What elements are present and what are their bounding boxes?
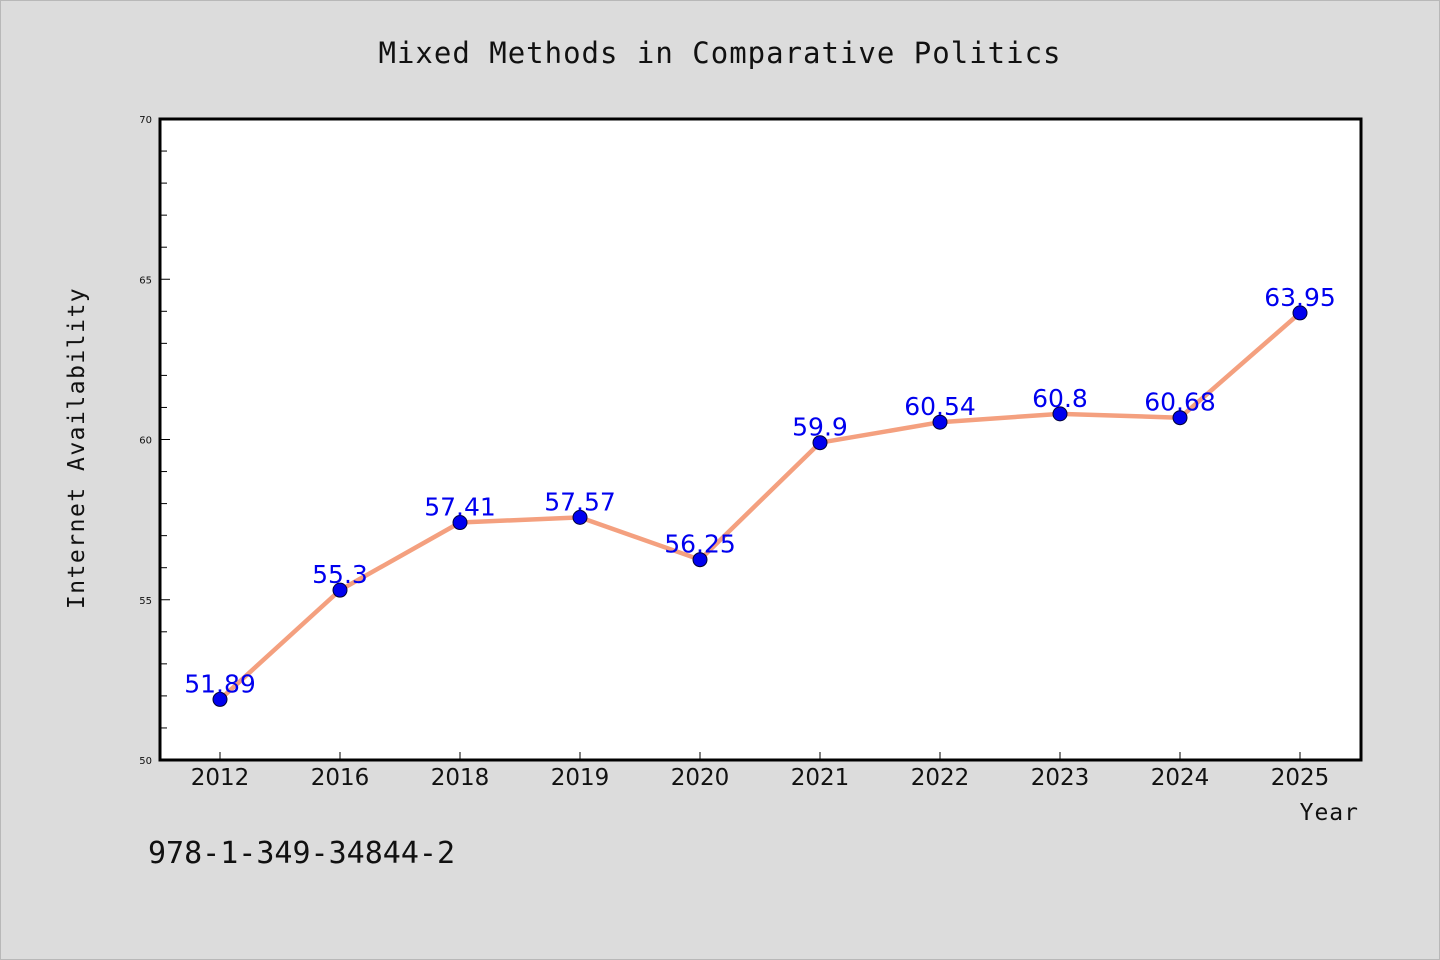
data-label: 57.41: [424, 493, 496, 522]
y-tick-label: 55: [139, 596, 152, 607]
data-label: 63.95: [1264, 283, 1336, 312]
plot-border: [158, 117, 1363, 762]
data-point-2012[interactable]: [212, 691, 228, 707]
data-label: 51.89: [184, 669, 256, 698]
data-labels-group: 51.89 55.3 57.41 57.57 56.25 59.9 60.54 60.8 60.…: [184, 283, 1336, 699]
x-tick-label: 2012: [191, 765, 250, 791]
data-point-2016[interactable]: [332, 582, 348, 598]
x-axis: 2012 2016 2018 2019 2020 2021 2022 2023 2024 2025: [191, 752, 1330, 791]
data-point-2020[interactable]: [692, 552, 708, 568]
series-line-group: [217, 310, 1303, 702]
data-point-2023[interactable]: [1052, 406, 1068, 422]
chart-title: Mixed Methods in Comparative Politics: [378, 36, 1061, 70]
markers-group: [212, 305, 1308, 707]
x-tick-label: 2023: [1031, 765, 1090, 791]
x-tick-label: 2020: [671, 765, 730, 791]
data-point-2024[interactable]: [1172, 410, 1188, 426]
data-point-2021[interactable]: [812, 435, 828, 451]
isbn-text: 978-1-349-34844-2: [148, 836, 455, 871]
y-tick-label: 70: [139, 115, 152, 126]
x-tick-label: 2022: [911, 765, 970, 791]
data-label: 60.54: [904, 392, 976, 421]
data-label: 57.57: [544, 487, 616, 516]
x-tick-label: 2025: [1271, 765, 1330, 791]
x-tick-label: 2019: [551, 765, 610, 791]
x-tick-label: 2024: [1151, 765, 1210, 791]
x-tick-label: 2016: [311, 765, 370, 791]
x-tick-label: 2021: [791, 765, 850, 791]
data-point-2025[interactable]: [1292, 305, 1308, 321]
x-tick-label: 2018: [431, 765, 490, 791]
data-point-2018[interactable]: [452, 515, 468, 531]
data-label: 56.25: [664, 530, 736, 559]
series-line: [217, 310, 1303, 702]
y-tick-label: 60: [139, 436, 152, 447]
plot-area: [160, 119, 1361, 760]
y-tick-label: 50: [139, 756, 152, 767]
data-label: 59.9: [792, 413, 848, 442]
y-tick-label: 65: [139, 275, 152, 286]
data-point-2019[interactable]: [572, 509, 588, 525]
data-label: 55.3: [312, 560, 368, 589]
data-label: 60.68: [1144, 388, 1216, 417]
data-label: 60.8: [1032, 384, 1088, 413]
y-axis-label: Internet Availability: [64, 287, 90, 609]
x-axis-label: Year: [1300, 800, 1359, 826]
data-point-2022[interactable]: [932, 414, 948, 430]
